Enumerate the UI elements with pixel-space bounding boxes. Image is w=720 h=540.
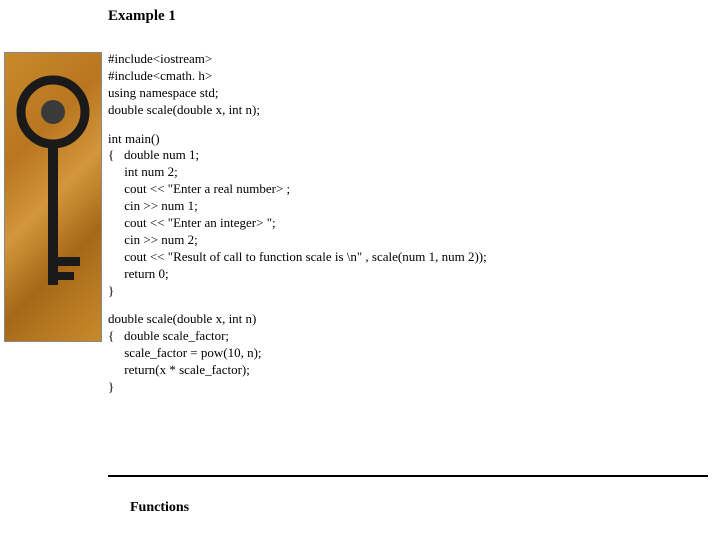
key-icon bbox=[8, 62, 98, 332]
sidebar-key-image bbox=[4, 52, 102, 342]
code-main: int main() { double num 1; int num 2; co… bbox=[108, 131, 708, 300]
code-function: double scale(double x, int n) { double s… bbox=[108, 311, 708, 395]
code-includes: #include<iostream> #include<cmath. h> us… bbox=[108, 51, 708, 119]
footer-divider bbox=[108, 475, 708, 477]
example-title: Example 1 bbox=[108, 8, 708, 25]
content-area: Example 1 #include<iostream> #include<cm… bbox=[108, 8, 708, 408]
footer-label: Functions bbox=[130, 500, 189, 516]
